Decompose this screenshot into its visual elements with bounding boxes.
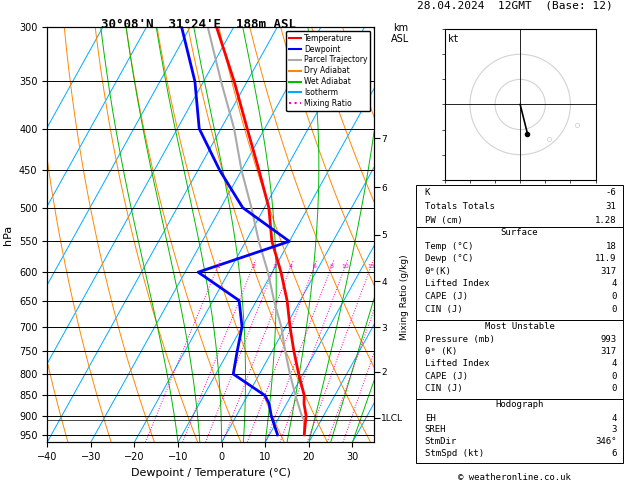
- Text: 8: 8: [330, 264, 333, 269]
- Text: 4: 4: [289, 264, 293, 269]
- Text: 6: 6: [611, 449, 616, 458]
- Text: 1.28: 1.28: [595, 216, 616, 226]
- Text: 0: 0: [611, 384, 616, 393]
- Text: Dewp (°C): Dewp (°C): [425, 254, 473, 263]
- Text: 4: 4: [611, 359, 616, 368]
- Bar: [416, 399, 623, 463]
- Text: Mixing Ratio (g/kg): Mixing Ratio (g/kg): [400, 254, 409, 340]
- Text: 0: 0: [611, 305, 616, 314]
- Text: Hodograph: Hodograph: [496, 400, 543, 410]
- Text: 6: 6: [313, 264, 316, 269]
- Text: 30°08'N  31°24'E  188m ASL: 30°08'N 31°24'E 188m ASL: [101, 18, 296, 31]
- Text: StmDir: StmDir: [425, 437, 457, 446]
- Text: 0: 0: [611, 292, 616, 301]
- Bar: [416, 227, 623, 320]
- Bar: [416, 185, 623, 227]
- Legend: Temperature, Dewpoint, Parcel Trajectory, Dry Adiabat, Wet Adiabat, Isotherm, Mi: Temperature, Dewpoint, Parcel Trajectory…: [286, 31, 370, 111]
- Text: CAPE (J): CAPE (J): [425, 292, 467, 301]
- Text: K: K: [425, 188, 430, 197]
- Text: 3: 3: [273, 264, 277, 269]
- Text: Pressure (mb): Pressure (mb): [425, 335, 494, 344]
- Text: CAPE (J): CAPE (J): [425, 372, 467, 381]
- Text: 10: 10: [342, 264, 349, 269]
- Text: kt: kt: [448, 34, 460, 44]
- Text: 317: 317: [601, 347, 616, 356]
- Text: 31: 31: [606, 202, 616, 211]
- Text: © weatheronline.co.uk: © weatheronline.co.uk: [458, 473, 571, 482]
- Text: 4: 4: [611, 279, 616, 289]
- Text: SREH: SREH: [425, 425, 446, 434]
- Text: 2: 2: [251, 264, 255, 269]
- Text: 317: 317: [601, 267, 616, 276]
- Text: -6: -6: [606, 188, 616, 197]
- Text: 28.04.2024  12GMT  (Base: 12): 28.04.2024 12GMT (Base: 12): [416, 1, 613, 11]
- Text: Lifted Index: Lifted Index: [425, 279, 489, 289]
- Text: 11.9: 11.9: [595, 254, 616, 263]
- Y-axis label: km
ASL: km ASL: [391, 22, 409, 44]
- Text: 3: 3: [611, 425, 616, 434]
- Text: Most Unstable: Most Unstable: [484, 322, 555, 331]
- Text: EH: EH: [425, 414, 435, 423]
- Text: 0: 0: [611, 372, 616, 381]
- X-axis label: Dewpoint / Temperature (°C): Dewpoint / Temperature (°C): [131, 468, 291, 478]
- Text: 4: 4: [611, 414, 616, 423]
- Text: StmSpd (kt): StmSpd (kt): [425, 449, 484, 458]
- Text: Surface: Surface: [501, 228, 538, 238]
- Text: Totals Totals: Totals Totals: [425, 202, 494, 211]
- Text: CIN (J): CIN (J): [425, 305, 462, 314]
- Text: PW (cm): PW (cm): [425, 216, 462, 226]
- Text: θᵉ(K): θᵉ(K): [425, 267, 452, 276]
- Text: 18: 18: [606, 242, 616, 251]
- Text: 1: 1: [216, 264, 220, 269]
- Text: CIN (J): CIN (J): [425, 384, 462, 393]
- Text: θᵉ (K): θᵉ (K): [425, 347, 457, 356]
- Text: Lifted Index: Lifted Index: [425, 359, 489, 368]
- Text: 346°: 346°: [595, 437, 616, 446]
- Text: 993: 993: [601, 335, 616, 344]
- Text: Temp (°C): Temp (°C): [425, 242, 473, 251]
- Text: 15: 15: [367, 264, 375, 269]
- Y-axis label: hPa: hPa: [3, 225, 13, 244]
- Bar: [416, 320, 623, 399]
